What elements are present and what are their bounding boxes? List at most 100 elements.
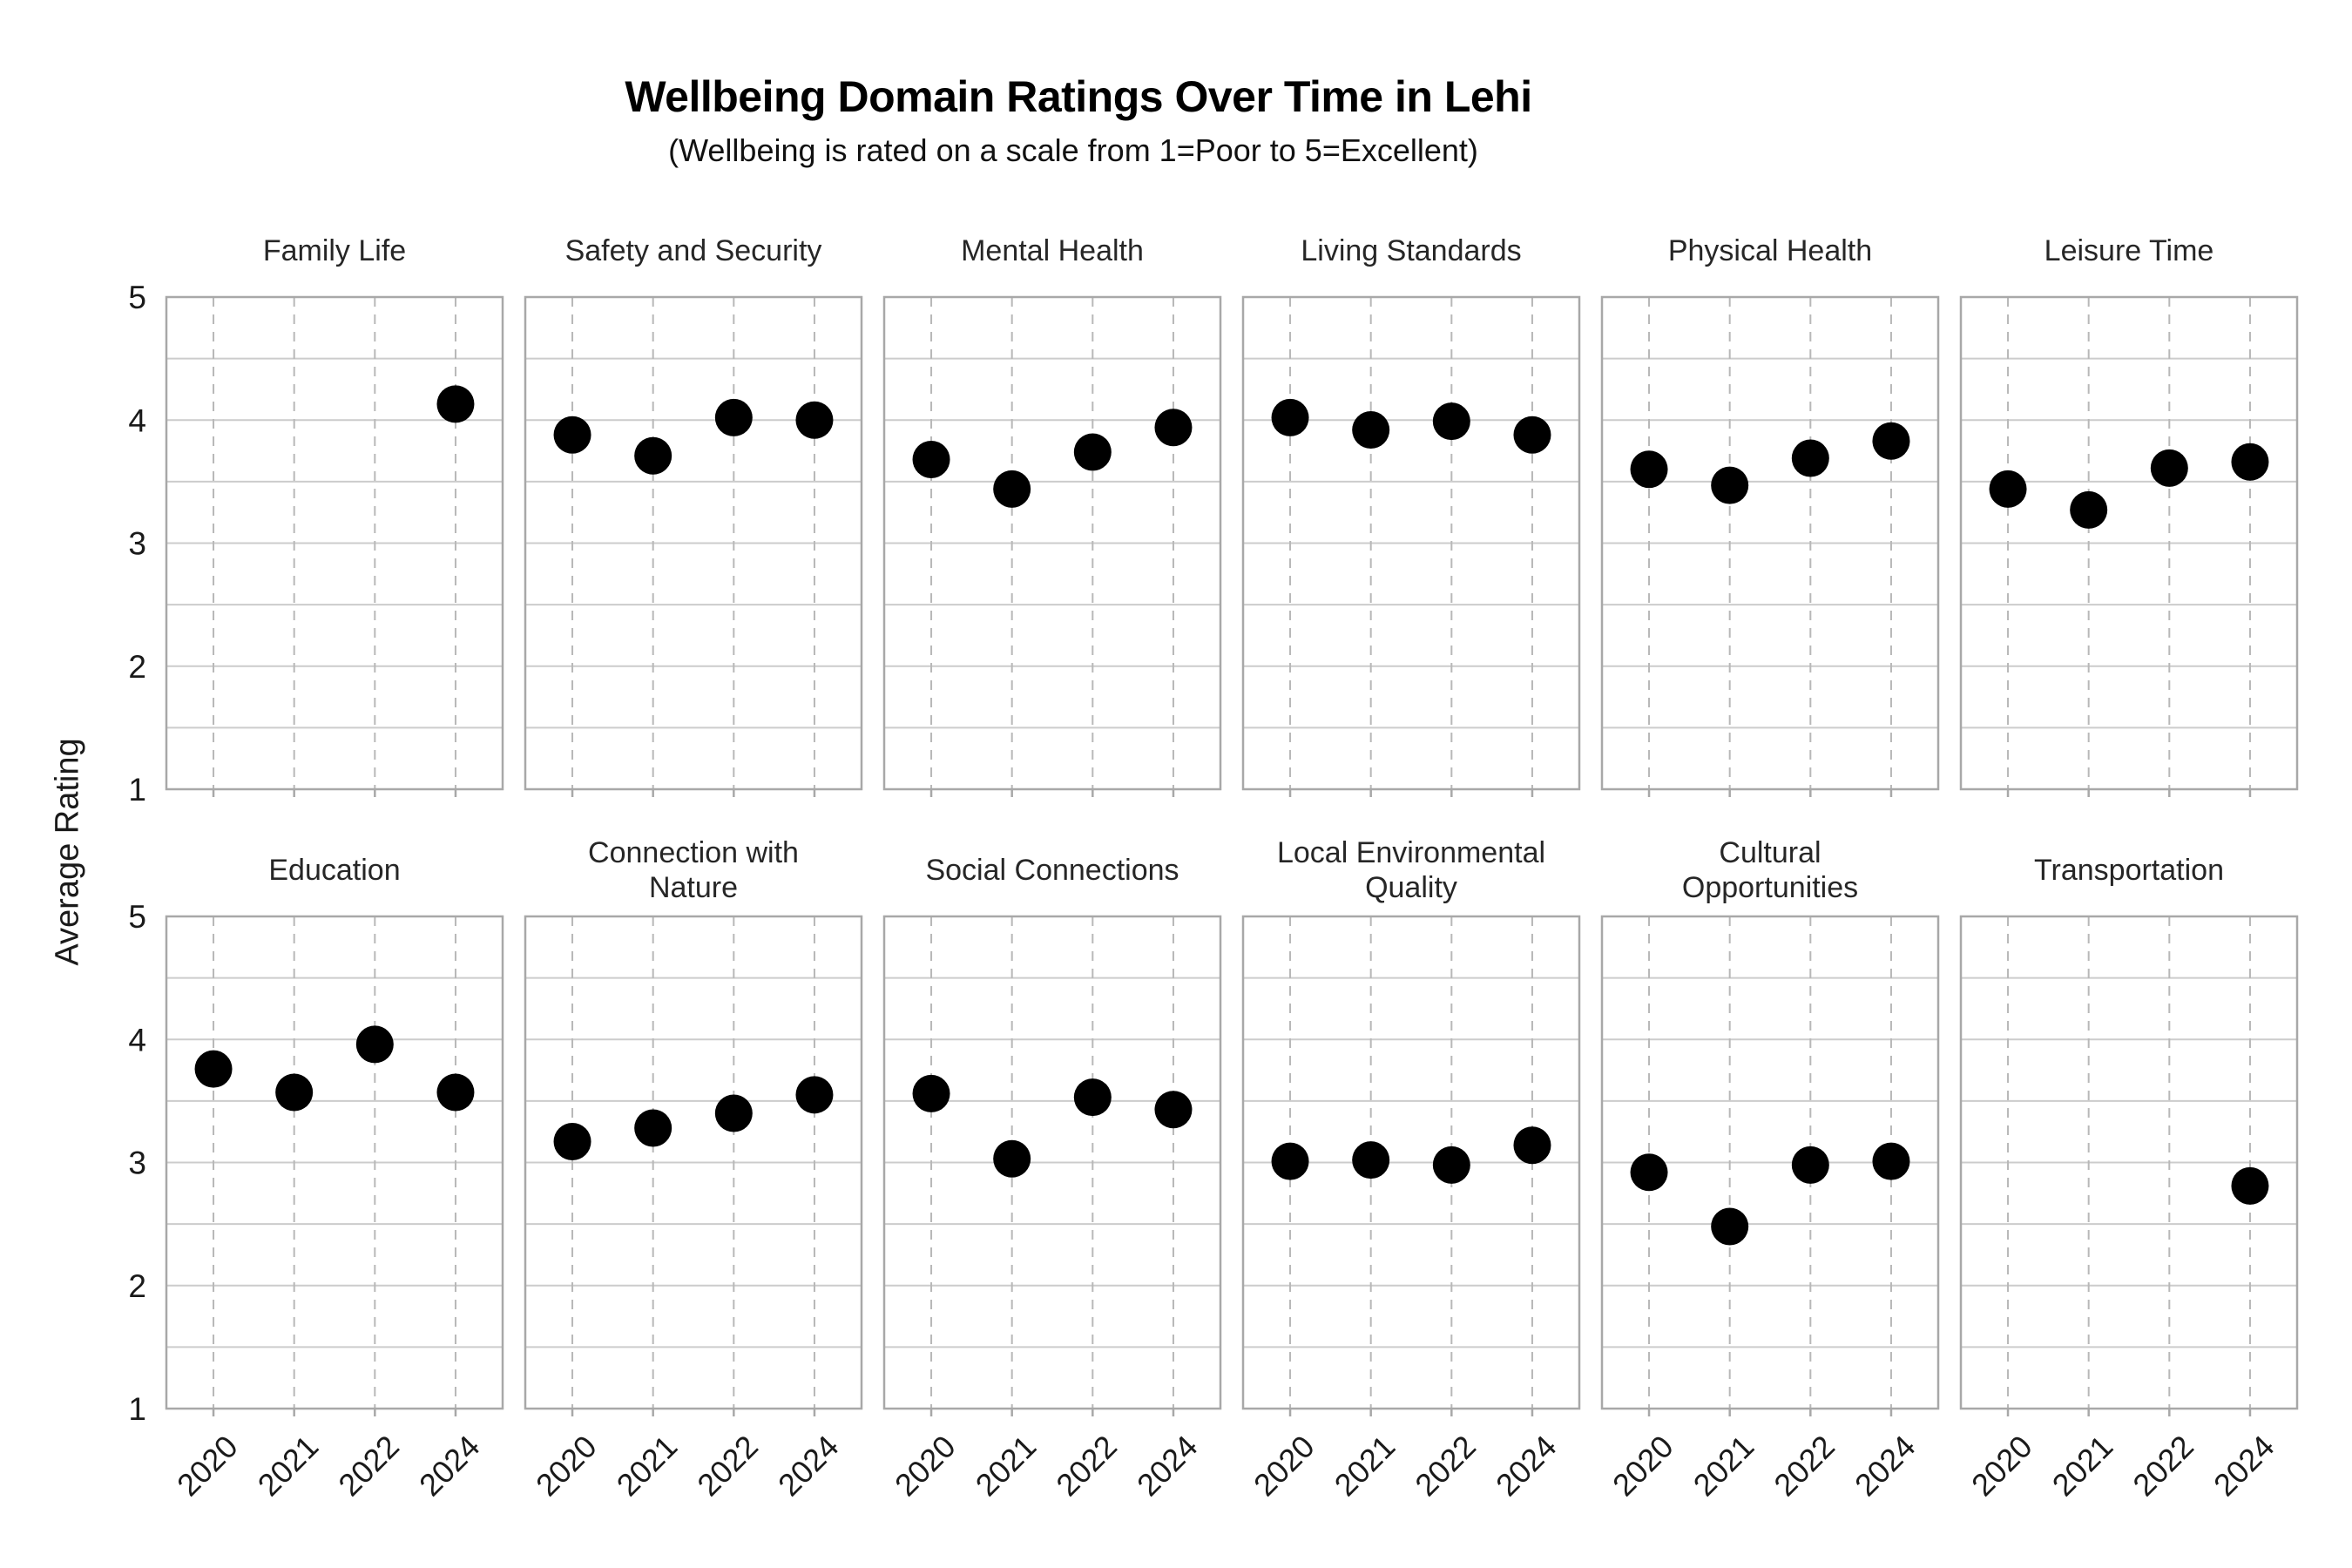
x-tick-label: 2024 bbox=[412, 1429, 487, 1504]
y-tick-label: 1 bbox=[128, 1391, 146, 1427]
data-point-2024 bbox=[2231, 443, 2269, 481]
panel-frame bbox=[524, 915, 863, 1410]
data-point-2024 bbox=[436, 385, 475, 423]
x-tick-label: 2021 bbox=[969, 1429, 1044, 1504]
data-point-2022 bbox=[714, 1094, 753, 1132]
x-tick-label: 2021 bbox=[610, 1429, 685, 1504]
data-point-2022 bbox=[1432, 402, 1470, 441]
y-tick-label: 4 bbox=[128, 402, 146, 438]
data-point-2020 bbox=[194, 1050, 233, 1088]
panel-frame bbox=[524, 295, 863, 791]
x-tick-label: 2024 bbox=[771, 1429, 846, 1504]
facet-title: Living Standards bbox=[1301, 234, 1521, 267]
data-point-2021 bbox=[1352, 411, 1390, 449]
data-point-2021 bbox=[993, 1139, 1031, 1178]
facet-title: Cultural Opportunities bbox=[1682, 836, 1858, 904]
data-point-2020 bbox=[1630, 1153, 1668, 1192]
y-tick-label: 3 bbox=[128, 1146, 146, 1181]
x-tick-label: 2022 bbox=[2126, 1429, 2200, 1504]
x-tick-label: 2024 bbox=[1848, 1429, 1923, 1504]
data-point-2024 bbox=[795, 1076, 834, 1114]
data-point-2022 bbox=[355, 1025, 394, 1064]
data-point-2024 bbox=[795, 401, 834, 439]
data-point-2024 bbox=[1154, 409, 1193, 447]
facet-mental-health: Mental Health bbox=[882, 234, 1222, 797]
data-point-2024 bbox=[436, 1073, 475, 1112]
y-tick-label: 2 bbox=[128, 649, 146, 685]
y-tick-label: 5 bbox=[128, 280, 146, 315]
data-point-2022 bbox=[714, 398, 753, 436]
data-point-2020 bbox=[912, 1074, 950, 1112]
facet-physical-health: Physical Health bbox=[1600, 234, 1940, 797]
panel-frame bbox=[165, 295, 504, 791]
x-tick-label: 2022 bbox=[1408, 1429, 1483, 1504]
facet-safety-and-security: Safety and Security bbox=[524, 234, 863, 797]
panel-frame bbox=[1241, 915, 1581, 1410]
chart-subtitle: (Wellbeing is rated on a scale from 1=Po… bbox=[668, 132, 1478, 168]
data-point-2021 bbox=[634, 1109, 672, 1147]
facet-title: Education bbox=[268, 854, 400, 887]
panel-frame bbox=[1600, 915, 1940, 1410]
x-tick-label: 2022 bbox=[1049, 1429, 1124, 1504]
data-point-2021 bbox=[275, 1073, 314, 1112]
data-point-2020 bbox=[1271, 1142, 1309, 1180]
data-point-2022 bbox=[1432, 1146, 1470, 1184]
data-point-2020 bbox=[553, 1122, 591, 1160]
y-tick-label: 4 bbox=[128, 1022, 146, 1058]
facet-title: Transportation bbox=[2034, 854, 2224, 887]
data-point-2024 bbox=[1513, 416, 1551, 454]
facet-connection-with-nature: Connection with Nature bbox=[524, 836, 863, 1416]
facet-title: Safety and Security bbox=[565, 234, 822, 267]
facet-title: Connection with Nature bbox=[588, 836, 799, 904]
x-tick-label: 2021 bbox=[1686, 1429, 1761, 1504]
data-point-2021 bbox=[2070, 490, 2108, 529]
x-tick-label: 2021 bbox=[2045, 1429, 2120, 1504]
chart-title: Wellbeing Domain Ratings Over Time in Le… bbox=[625, 72, 1532, 121]
x-tick-label: 2020 bbox=[1964, 1429, 2039, 1504]
data-point-2021 bbox=[993, 470, 1031, 508]
facet-title: Physical Health bbox=[1668, 234, 1872, 267]
y-tick-label: 5 bbox=[128, 899, 146, 935]
x-tick-label: 2020 bbox=[170, 1429, 245, 1504]
data-point-2020 bbox=[553, 416, 591, 454]
x-tick-label: 2024 bbox=[2207, 1429, 2281, 1504]
data-point-2021 bbox=[1352, 1141, 1390, 1179]
panel-frame bbox=[1241, 295, 1581, 791]
facet-leisure-time: Leisure Time bbox=[1959, 234, 2299, 797]
data-point-2024 bbox=[2231, 1166, 2269, 1205]
data-point-2020 bbox=[1989, 470, 2027, 508]
data-point-2024 bbox=[1154, 1091, 1193, 1129]
data-point-2021 bbox=[1711, 466, 1749, 504]
x-tick-label: 2020 bbox=[888, 1429, 963, 1504]
panel-frame bbox=[882, 295, 1222, 791]
facet-title: Mental Health bbox=[961, 234, 1144, 267]
facet-title: Family Life bbox=[263, 234, 406, 267]
y-tick-label: 2 bbox=[128, 1268, 146, 1304]
panel-frame bbox=[1959, 915, 2299, 1410]
facet-cultural-opportunities: Cultural Opportunities bbox=[1600, 836, 1940, 1416]
panel-frame bbox=[1600, 295, 1940, 791]
data-point-2021 bbox=[634, 436, 672, 475]
data-point-2022 bbox=[1073, 433, 1112, 471]
x-tick-label: 2022 bbox=[690, 1429, 765, 1504]
data-point-2024 bbox=[1872, 422, 1910, 460]
x-tick-label: 2020 bbox=[1247, 1429, 1321, 1504]
data-point-2024 bbox=[1513, 1126, 1551, 1165]
data-point-2020 bbox=[912, 440, 950, 478]
data-point-2020 bbox=[1630, 450, 1668, 489]
facet-social-connections: Social Connections bbox=[882, 854, 1222, 1416]
panel-frame bbox=[882, 915, 1222, 1410]
facet-local-environmental-quality: Local Environmental Quality bbox=[1241, 836, 1581, 1416]
panel-frame bbox=[1959, 295, 2299, 791]
x-tick-label: 2022 bbox=[331, 1429, 406, 1504]
facet-education: Education bbox=[165, 854, 504, 1416]
data-point-2022 bbox=[1073, 1078, 1112, 1117]
data-point-2020 bbox=[1271, 398, 1309, 436]
data-point-2022 bbox=[2150, 449, 2188, 487]
data-point-2022 bbox=[1791, 439, 1829, 477]
data-point-2022 bbox=[1791, 1146, 1829, 1184]
x-tick-label: 2021 bbox=[1328, 1429, 1402, 1504]
x-tick-label: 2021 bbox=[251, 1429, 326, 1504]
